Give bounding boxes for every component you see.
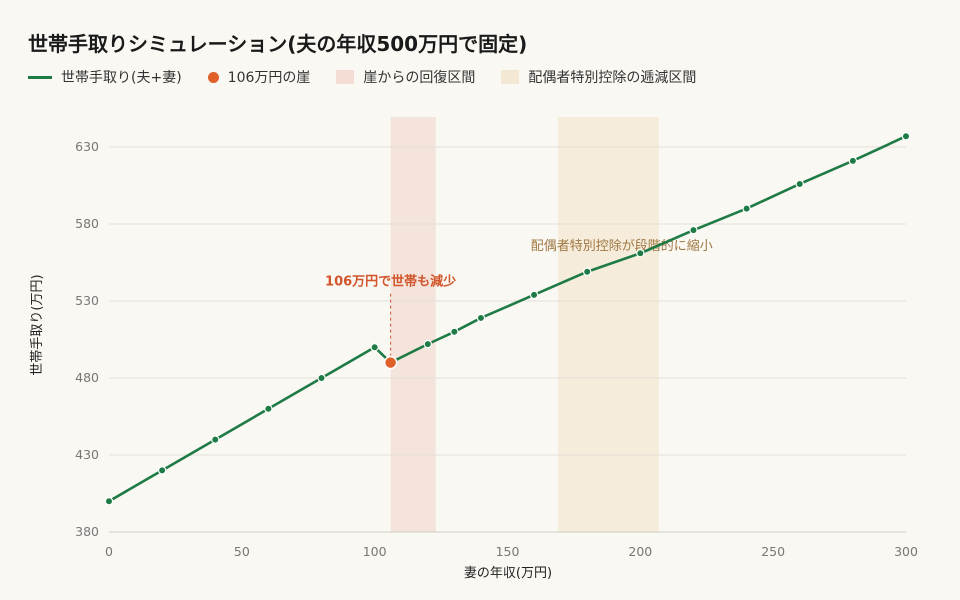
legend-label-deduction-band: 配偶者特別控除の逓減区間	[528, 70, 697, 86]
legend-label-recovery-band: 崖からの回復区間	[363, 70, 476, 86]
annotation-0: 106万円で世帯も減少	[325, 274, 456, 290]
data-point	[583, 267, 592, 276]
y-tick-label: 480	[75, 370, 99, 385]
data-point	[450, 327, 459, 336]
shaded-band-0	[390, 117, 436, 532]
legend-dot-swatch	[207, 71, 219, 83]
y-tick-label: 430	[75, 447, 99, 462]
y-tick-label: 580	[75, 216, 99, 231]
legend-line-swatch	[28, 75, 52, 79]
y-tick-label: 530	[75, 293, 99, 308]
x-tick-label: 150	[496, 544, 520, 559]
data-point	[211, 435, 220, 444]
legend-label-household: 世帯手取り(夫+妻)	[61, 70, 182, 86]
series-line	[108, 135, 907, 503]
y-tick-label: 630	[75, 139, 99, 154]
series-layer	[104, 132, 911, 506]
legend: 世帯手取り(夫+妻) 106万円の崖 崖からの回復区間 配偶者特別控除の逓減区間	[28, 67, 696, 87]
data-point	[264, 404, 273, 413]
x-tick-label: 200	[628, 544, 652, 559]
data-point	[370, 343, 379, 352]
legend-label-cliff: 106万円の崖	[227, 70, 311, 86]
x-axis-label: 妻の年収(万円)	[464, 566, 552, 581]
data-point	[104, 497, 114, 506]
legend-item-cliff: 106万円の崖	[207, 67, 311, 87]
legend-deduction-swatch	[501, 70, 520, 84]
x-tick-label: 300	[894, 544, 918, 559]
data-point	[529, 290, 539, 300]
y-axis-label: 世帯手取り(万円)	[30, 274, 45, 375]
y-tick-layer: 380 430 480 530 580 630	[75, 139, 99, 539]
x-tick-layer: 0 50 100 150 200 250 300	[105, 544, 918, 559]
band-layer	[390, 117, 659, 532]
data-point	[476, 313, 486, 323]
chart-title: 世帯手取りシミュレーション(夫の年収500万円で固定)	[28, 32, 528, 56]
data-point	[317, 373, 326, 383]
data-point	[795, 179, 804, 189]
data-point	[742, 204, 751, 213]
cliff-point-marker	[383, 355, 398, 370]
shaded-band-1	[557, 117, 659, 532]
data-point	[157, 466, 167, 475]
legend-recovery-swatch	[336, 70, 355, 84]
y-tick-label: 380	[75, 524, 99, 539]
legend-item-household: 世帯手取り(夫+妻)	[28, 67, 182, 87]
data-point	[636, 249, 645, 258]
x-tick-label: 50	[234, 544, 250, 559]
x-tick-label: 250	[761, 544, 785, 559]
legend-item-deduction-band: 配偶者特別控除の逓減区間	[501, 67, 696, 87]
annotation-1: 配偶者特別控除が段階的に縮小	[531, 238, 713, 254]
data-point	[848, 156, 858, 166]
x-tick-label: 100	[363, 544, 387, 559]
data-point	[423, 339, 432, 349]
data-point	[689, 225, 698, 235]
data-point	[901, 132, 911, 141]
legend-item-recovery-band: 崖からの回復区間	[336, 67, 475, 87]
grid-layer	[109, 146, 906, 533]
x-tick-label: 0	[105, 544, 113, 559]
